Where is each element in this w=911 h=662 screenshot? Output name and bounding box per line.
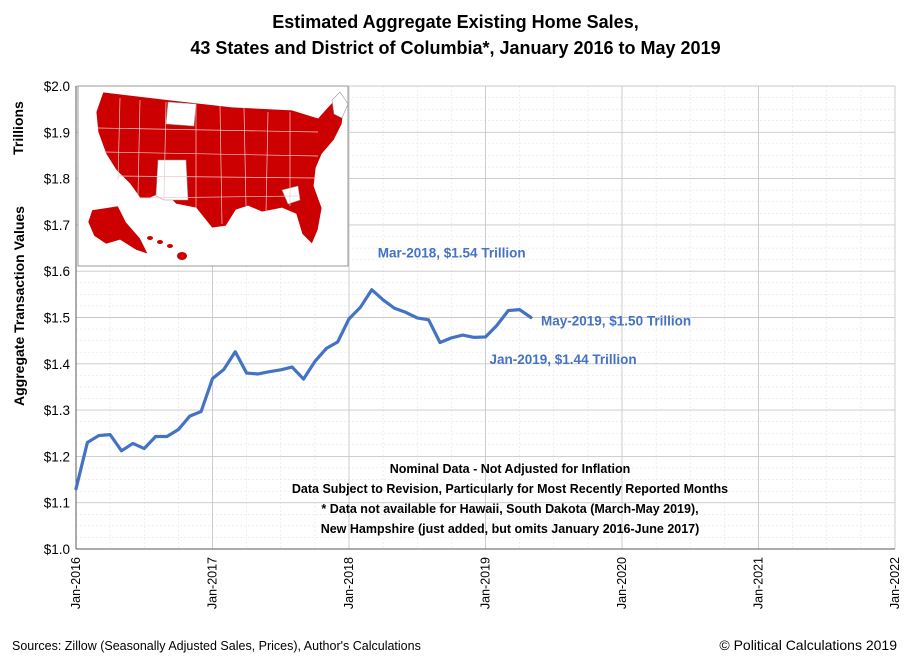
y-tick-label: $1.1 [44,496,70,511]
x-tick-labels: Jan-2016 Jan-2017 Jan-2018 Jan-2019 Jan-2020… [69,557,902,609]
chart-title-line-1: Estimated Aggregate Existing Home Sales, [272,12,639,32]
x-tick-label: Jan-2020 [615,557,629,609]
x-tick-label: Jan-2019 [479,557,493,609]
chart-note-line: Nominal Data - Not Adjusted for Inflatio… [390,462,631,476]
chart-notes: Nominal Data - Not Adjusted for Inflatio… [292,462,728,536]
sources-note: Sources: Zillow (Seasonally Adjusted Sal… [12,639,421,653]
chart-title-line-2: 43 States and District of Columbia*, Jan… [190,38,721,58]
y-tick-label: $2.0 [44,79,70,94]
alaska-shape [87,205,149,255]
x-tick-label: Jan-2018 [342,557,356,609]
new-mexico-blank [155,159,189,201]
y-tick-label: $1.9 [44,125,70,140]
y-tick-label: $1.2 [44,449,70,464]
plot-frame [75,86,895,550]
y-tick-label: $1.4 [44,357,71,372]
annotation-label: Mar-2018, $1.54 Trillion [378,246,526,261]
chart-note-line: * Data not available for Hawaii, South D… [321,502,698,516]
south-carolina-blank [281,185,301,205]
copyright-note: © Political Calculations 2019 [719,637,897,653]
x-tick-label: Jan-2021 [752,557,766,609]
chart-note-line: New Hampshire (just added, but omits Jan… [321,522,700,536]
us-map-inset [77,85,349,267]
state-borders [97,97,319,225]
y-tick-label: $1.5 [44,311,70,326]
y-tick-label: $1.6 [44,264,70,279]
data-annotations: Mar-2018, $1.54 Trillion Jan-2019, $1.44 … [378,246,691,367]
x-tick-label: Jan-2016 [69,557,83,609]
x-tick-label: Jan-2022 [888,557,902,609]
annotation-label: May-2019, $1.50 Trillion [541,314,691,329]
y-tick-label: $1.8 [44,172,70,187]
chart-note-line: Data Subject to Revision, Particularly f… [292,482,728,496]
y-tick-label: $1.0 [44,542,70,557]
south-dakota-blank [165,101,197,127]
y-tick-label: $1.3 [44,403,70,418]
series-line [74,288,533,491]
hawaii-shape [147,236,187,260]
y-tick-labels: $1.0 $1.1 $1.2 $1.3 $1.4 $1.5 $1.6 $1.7 $1.8 $1.9… [44,79,71,557]
y-tick-label: $1.7 [44,218,70,233]
annotation-label: Jan-2019, $1.44 Trillion [490,352,637,367]
maine-blank [331,91,349,119]
x-tick-label: Jan-2017 [206,557,220,609]
